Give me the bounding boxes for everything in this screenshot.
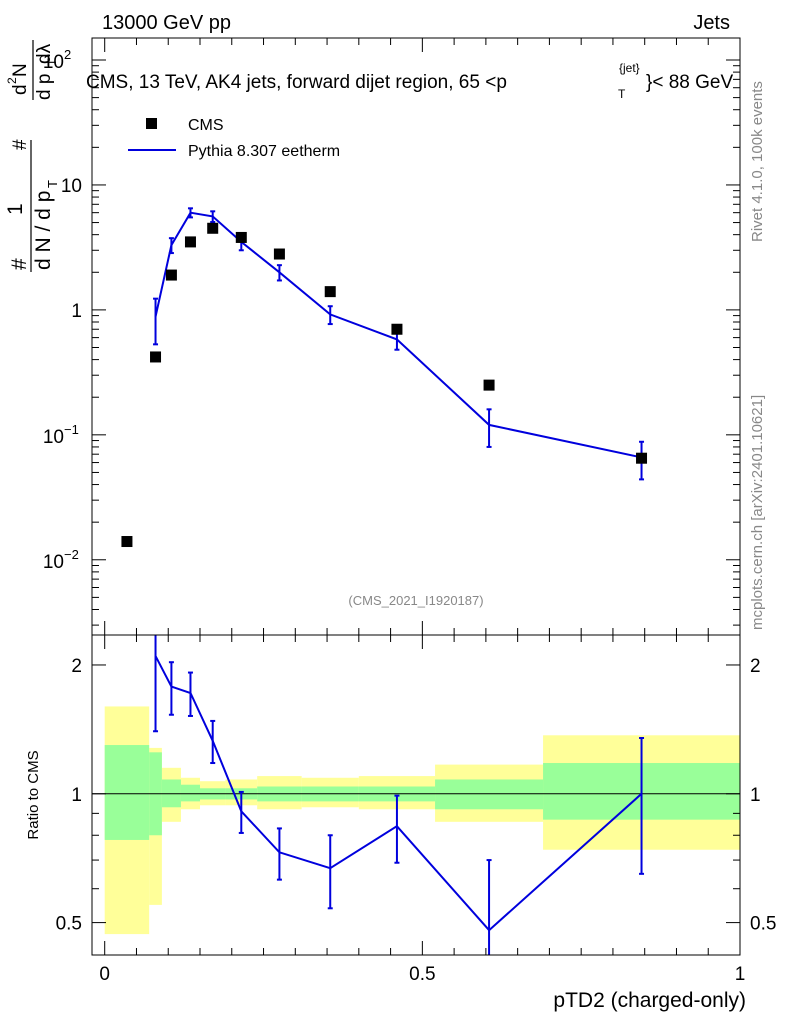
xlabel: pTD2 (charged-only) bbox=[553, 989, 746, 1012]
title-main: CMS, 13 TeV, AK4 jets, forward dijet reg… bbox=[86, 72, 507, 93]
ratio-ytick-label-left: 0.5 bbox=[56, 914, 82, 935]
data-point bbox=[150, 351, 161, 362]
main-ytick-label: 10 bbox=[43, 427, 64, 448]
data-point bbox=[121, 536, 132, 547]
header-left: 13000 GeV pp bbox=[102, 12, 231, 34]
data-point bbox=[274, 249, 285, 260]
side-label-source: mcplots.cern.ch [arXiv:2401.10621] bbox=[749, 395, 766, 630]
main-ytick-exponent: −2 bbox=[64, 547, 79, 562]
main-ytick-label: 10 bbox=[43, 552, 64, 573]
data-point bbox=[185, 236, 196, 247]
ratio-ytick-label-right: 0.5 bbox=[750, 914, 776, 935]
main-ytick-label: 1 bbox=[71, 301, 82, 322]
ylabel-one: 1 bbox=[4, 203, 27, 215]
data-point bbox=[391, 324, 402, 335]
ylabel-dlambda: dλ bbox=[34, 43, 55, 64]
xtick-label: 0.5 bbox=[409, 964, 435, 985]
data-point bbox=[236, 232, 247, 243]
xtick-label: 1 bbox=[735, 964, 746, 985]
ylabel-dN-dpT: d N / d p bbox=[32, 191, 55, 270]
figure-canvas: 13000 GeV pp Jets Rivet 4.1.0, 100k even… bbox=[0, 0, 786, 1024]
data-point bbox=[484, 380, 495, 391]
ratio-band-inner bbox=[181, 785, 200, 802]
side-label-version: Rivet 4.1.0, 100k events bbox=[749, 81, 766, 242]
data-point bbox=[166, 270, 177, 281]
ratio-ytick-label-right: 2 bbox=[750, 656, 761, 677]
data-point bbox=[636, 453, 647, 464]
ylabel-hash2: # bbox=[10, 139, 31, 150]
main-title: CMS, 13 TeV, AK4 jets, forward dijet reg… bbox=[86, 61, 733, 101]
legend-cms-marker bbox=[146, 118, 157, 129]
data-point bbox=[207, 223, 218, 234]
ylabel-N: N bbox=[10, 63, 31, 77]
legend-cms-label: CMS bbox=[188, 117, 224, 134]
ylabel-T1: T bbox=[45, 180, 60, 188]
title-sub: T bbox=[618, 87, 626, 101]
ratio-ytick-label-left: 1 bbox=[71, 785, 82, 806]
ratio-panel: 2 2 1 1 0.5 0.5 0 0.5 1 Ratio to CMS pTD2 (charg… bbox=[25, 635, 776, 1012]
ratio-uncertainty-bands bbox=[105, 706, 740, 934]
title-sup: {jet} bbox=[619, 61, 640, 75]
ratio-ytick-label-right: 1 bbox=[750, 785, 761, 806]
main-ytick-exponent: −1 bbox=[64, 422, 79, 437]
title-end: }< 88 GeV bbox=[646, 72, 733, 93]
ratio-ytick-label-left: 2 bbox=[71, 656, 82, 677]
legend: CMS Pythia 8.307 eetherm bbox=[128, 117, 340, 160]
header-right: Jets bbox=[693, 12, 730, 34]
main-ytick-label: 10 bbox=[61, 176, 82, 197]
ylabel-two: 2 bbox=[5, 77, 19, 84]
legend-mc-label: Pythia 8.307 eetherm bbox=[188, 143, 340, 160]
ratio-band-inner bbox=[105, 745, 149, 840]
ylabel-hash1: # bbox=[8, 258, 31, 270]
watermark: (CMS_2021_I1920187) bbox=[348, 593, 483, 608]
mc-series-main bbox=[153, 208, 644, 479]
ratio-band-inner bbox=[435, 779, 543, 809]
mc-line bbox=[156, 213, 642, 458]
ylabel-d: d bbox=[10, 84, 31, 95]
data-point bbox=[325, 286, 336, 297]
main-ylabel: # 1 d N / d p T # d 2 N d p T dλ bbox=[4, 40, 60, 272]
ratio-ylabel: Ratio to CMS bbox=[25, 750, 42, 839]
main-ytick-exponent: 2 bbox=[64, 47, 71, 62]
xtick-label: 0 bbox=[99, 964, 110, 985]
ylabel-dpT: d p bbox=[34, 74, 55, 100]
data-series-main bbox=[121, 223, 647, 547]
